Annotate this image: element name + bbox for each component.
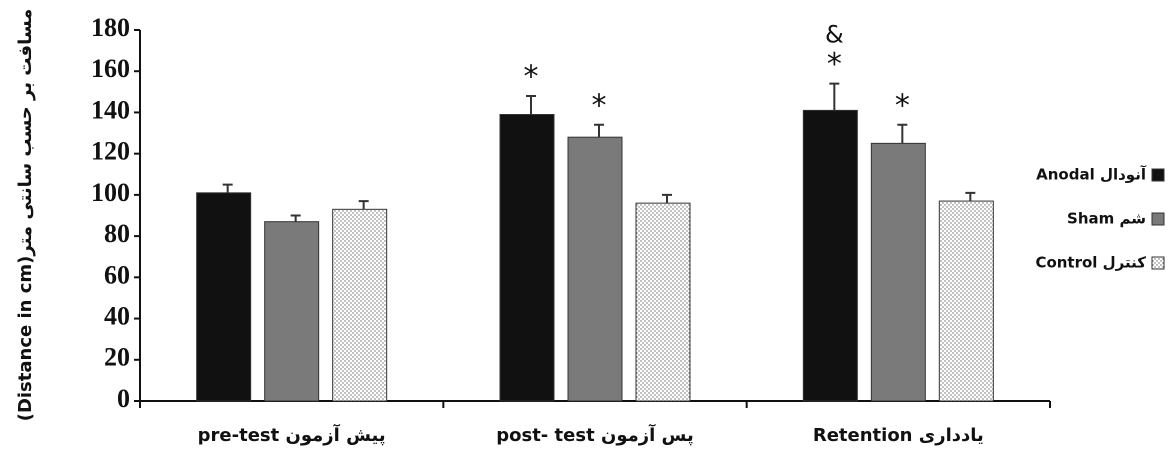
- bar: [197, 193, 251, 401]
- legend-label: Anodal آنودال: [1036, 166, 1147, 184]
- y-tick-label: 60: [104, 260, 130, 289]
- legend-label: Sham شم: [1067, 210, 1146, 228]
- x-tick-label: pre-test پیش آزمون: [198, 423, 386, 446]
- error-bar: [223, 185, 233, 193]
- y-axis-label: (Distance in cm)مسافت بر حسب سانتی متر: [15, 9, 36, 422]
- y-tick-label: 120: [91, 137, 130, 166]
- y-tick-label: 20: [104, 343, 130, 372]
- bar: [871, 143, 925, 401]
- bar: [803, 110, 857, 401]
- y-tick-label: 40: [104, 302, 130, 331]
- x-tick-label: Retention یادداری: [813, 425, 984, 446]
- y-tick-label: 180: [91, 13, 130, 42]
- legend-label: Control کنترل: [1035, 254, 1146, 272]
- x-tick-label: post- test پس آزمون: [496, 423, 694, 446]
- annotation: *: [524, 59, 539, 94]
- bar: [500, 115, 554, 401]
- bar: [939, 201, 993, 401]
- legend-swatch: [1152, 257, 1164, 269]
- error-bar: [662, 195, 672, 203]
- error-bar: [526, 96, 536, 115]
- error-bar: [965, 193, 975, 201]
- error-bar: [897, 125, 907, 144]
- annotation: *: [827, 47, 842, 82]
- y-tick-label: 160: [91, 54, 130, 83]
- bar: [636, 203, 690, 401]
- annotation: *: [895, 88, 910, 123]
- y-tick-label: 140: [91, 95, 130, 124]
- y-tick-label: 0: [117, 384, 130, 413]
- bar: [568, 137, 622, 401]
- legend-swatch: [1152, 169, 1164, 181]
- error-bar: [291, 216, 301, 222]
- error-bar: [829, 84, 839, 111]
- annotation: *: [592, 88, 607, 123]
- annotation: &: [825, 21, 844, 49]
- bar: [265, 222, 319, 401]
- y-tick-label: 100: [91, 178, 130, 207]
- legend-swatch: [1152, 213, 1164, 225]
- chart: (Distance in cm)مسافت بر حسب سانتی متر 0…: [0, 0, 1170, 453]
- error-bar: [594, 125, 604, 137]
- error-bar: [359, 201, 369, 209]
- y-tick-label: 80: [104, 219, 130, 248]
- bar: [333, 209, 387, 401]
